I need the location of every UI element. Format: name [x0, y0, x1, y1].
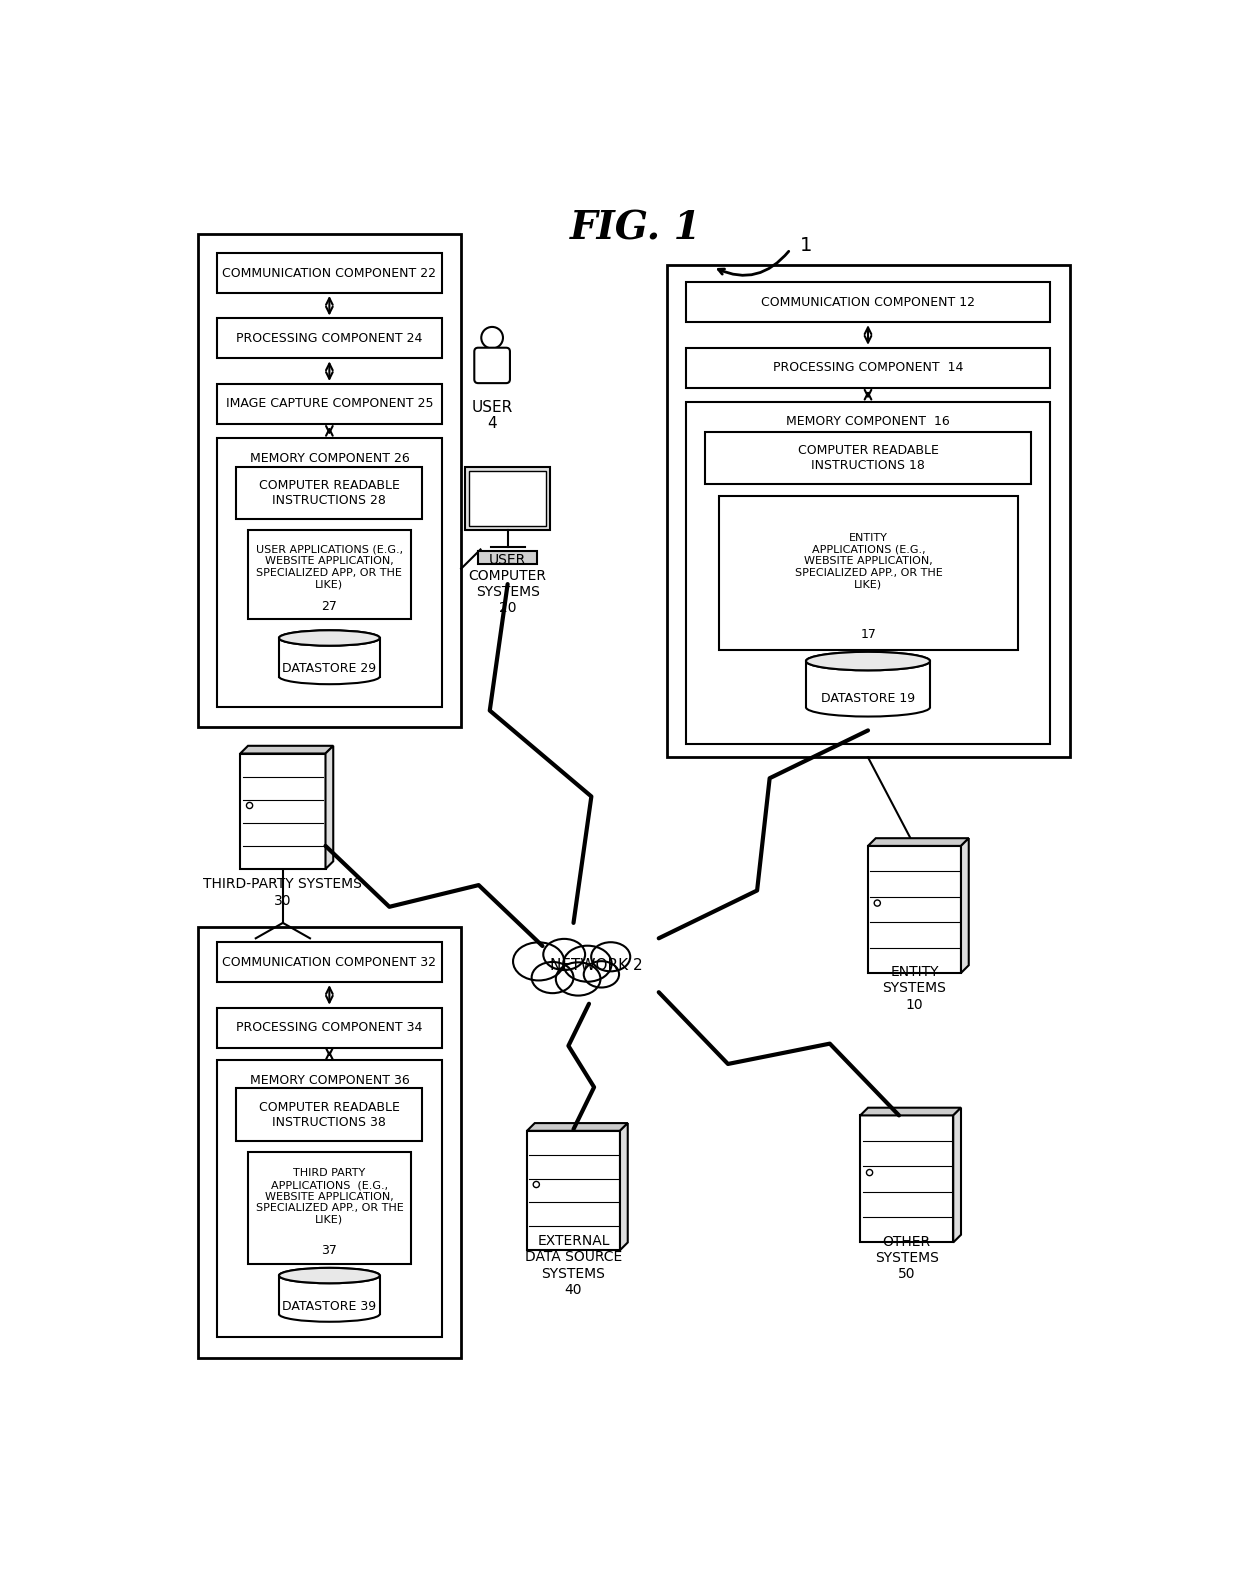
Bar — [861, 1115, 954, 1243]
Bar — [237, 1088, 423, 1140]
Ellipse shape — [279, 1268, 379, 1284]
Bar — [217, 254, 441, 293]
Text: PROCESSING COMPONENT 24: PROCESSING COMPONENT 24 — [236, 332, 423, 345]
Bar — [217, 943, 441, 983]
Bar — [217, 1061, 441, 1337]
Bar — [477, 552, 537, 565]
Ellipse shape — [806, 652, 930, 670]
Bar — [217, 437, 441, 707]
Polygon shape — [325, 746, 334, 869]
Text: MEMORY COMPONENT  16: MEMORY COMPONENT 16 — [786, 415, 950, 429]
Bar — [806, 660, 930, 707]
Text: 4: 4 — [487, 416, 497, 431]
Ellipse shape — [279, 1268, 379, 1284]
Bar — [706, 432, 1030, 483]
Bar — [279, 1276, 379, 1314]
Polygon shape — [527, 1123, 627, 1131]
Bar — [248, 530, 410, 619]
FancyBboxPatch shape — [474, 348, 510, 383]
Text: DATASTORE 29: DATASTORE 29 — [283, 662, 377, 675]
Text: DATASTORE 39: DATASTORE 39 — [283, 1300, 377, 1313]
Ellipse shape — [584, 962, 619, 987]
Bar — [279, 638, 379, 676]
Polygon shape — [868, 839, 968, 845]
Bar — [217, 1008, 441, 1048]
Ellipse shape — [513, 943, 564, 981]
Text: MEMORY COMPONENT 36: MEMORY COMPONENT 36 — [249, 1073, 409, 1086]
Bar — [469, 471, 547, 526]
Polygon shape — [620, 1123, 627, 1250]
Polygon shape — [241, 746, 334, 753]
Text: 1: 1 — [800, 236, 812, 255]
Text: 37: 37 — [321, 1244, 337, 1257]
Ellipse shape — [532, 962, 573, 994]
Text: USER: USER — [471, 399, 513, 415]
Text: 17: 17 — [861, 628, 877, 641]
Bar — [241, 753, 325, 869]
Bar — [237, 467, 423, 520]
Text: COMPUTER READABLE
INSTRUCTIONS 28: COMPUTER READABLE INSTRUCTIONS 28 — [259, 478, 399, 507]
Text: COMMUNICATION COMPONENT 22: COMMUNICATION COMPONENT 22 — [222, 266, 436, 279]
Text: ENTITY
APPLICATIONS (E.G.,
WEBSITE APPLICATION,
SPECIALIZED APP., OR THE
LIKE): ENTITY APPLICATIONS (E.G., WEBSITE APPLI… — [795, 533, 942, 589]
Ellipse shape — [556, 962, 600, 995]
Bar — [686, 402, 1050, 745]
Text: DATASTORE 19: DATASTORE 19 — [821, 692, 915, 705]
Text: IMAGE CAPTURE COMPONENT 25: IMAGE CAPTURE COMPONENT 25 — [226, 397, 433, 410]
Bar — [527, 1131, 620, 1250]
Bar — [248, 1152, 410, 1263]
Text: COMPUTER READABLE
INSTRUCTIONS 38: COMPUTER READABLE INSTRUCTIONS 38 — [259, 1101, 399, 1129]
Text: COMMUNICATION COMPONENT 12: COMMUNICATION COMPONENT 12 — [761, 295, 975, 309]
Text: COMMUNICATION COMPONENT 32: COMMUNICATION COMPONENT 32 — [222, 955, 436, 968]
Text: OTHER
SYSTEMS
50: OTHER SYSTEMS 50 — [874, 1235, 939, 1281]
Bar — [197, 927, 461, 1357]
Bar — [197, 234, 461, 727]
Bar — [868, 845, 961, 973]
Text: PROCESSING COMPONENT 34: PROCESSING COMPONENT 34 — [236, 1021, 423, 1034]
Text: FIG. 1: FIG. 1 — [569, 209, 702, 247]
Text: 30: 30 — [274, 895, 291, 908]
Bar — [667, 265, 1069, 758]
Text: EXTERNAL
DATA SOURCE
SYSTEMS
40: EXTERNAL DATA SOURCE SYSTEMS 40 — [525, 1235, 622, 1297]
Bar — [465, 467, 551, 530]
Ellipse shape — [591, 943, 630, 971]
Text: NETWORK 2: NETWORK 2 — [551, 957, 644, 973]
Text: COMPUTER READABLE
INSTRUCTIONS 18: COMPUTER READABLE INSTRUCTIONS 18 — [797, 443, 939, 472]
Bar — [217, 384, 441, 424]
Bar — [217, 319, 441, 359]
Ellipse shape — [806, 652, 930, 670]
Text: MEMORY COMPONENT 26: MEMORY COMPONENT 26 — [249, 451, 409, 464]
Text: ENTITY
SYSTEMS
10: ENTITY SYSTEMS 10 — [883, 965, 946, 1011]
Polygon shape — [861, 1107, 961, 1115]
Polygon shape — [961, 839, 968, 973]
Text: PROCESSING COMPONENT  14: PROCESSING COMPONENT 14 — [773, 360, 963, 375]
Bar — [686, 348, 1050, 388]
Text: USER
COMPUTER
SYSTEMS
20: USER COMPUTER SYSTEMS 20 — [469, 553, 547, 616]
Text: USER APPLICATIONS (E.G.,
WEBSITE APPLICATION,
SPECIALIZED APP, OR THE
LIKE): USER APPLICATIONS (E.G., WEBSITE APPLICA… — [255, 544, 403, 589]
Ellipse shape — [563, 946, 611, 983]
Text: THIRD-PARTY SYSTEMS: THIRD-PARTY SYSTEMS — [203, 877, 362, 892]
Polygon shape — [954, 1107, 961, 1243]
Ellipse shape — [543, 939, 585, 970]
Bar — [686, 282, 1050, 322]
Circle shape — [481, 327, 503, 348]
Text: THIRD PARTY
APPLICATIONS  (E.G.,
WEBSITE APPLICATION,
SPECIALIZED APP., OR THE
L: THIRD PARTY APPLICATIONS (E.G., WEBSITE … — [255, 1169, 403, 1225]
Ellipse shape — [279, 630, 379, 646]
Text: 27: 27 — [321, 600, 337, 612]
Bar — [719, 496, 1018, 649]
Ellipse shape — [279, 630, 379, 646]
